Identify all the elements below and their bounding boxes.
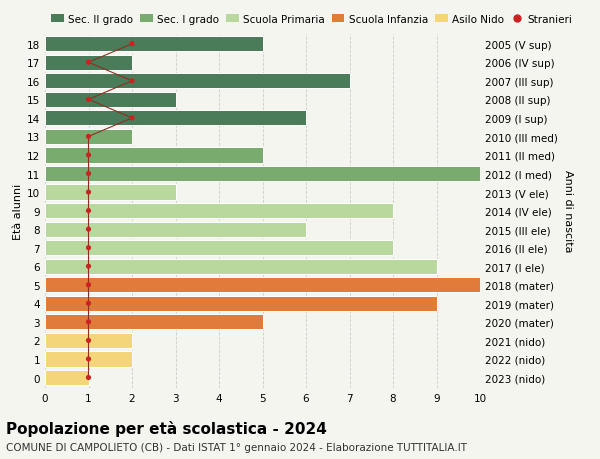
Point: [84, 189, 94, 196]
Bar: [45, 222, 306, 237]
Y-axis label: Anni di nascita: Anni di nascita: [563, 170, 573, 252]
Legend: Sec. II grado, Sec. I grado, Scuola Primaria, Scuola Infanzia, Asilo Nido, Stran: Sec. II grado, Sec. I grado, Scuola Prim…: [50, 14, 574, 26]
Point: [84, 281, 94, 289]
Bar: [45, 148, 263, 163]
Point: [84, 245, 94, 252]
Text: COMUNE DI CAMPOLIETO (CB) - Dati ISTAT 1° gennaio 2024 - Elaborazione TUTTITALIA: COMUNE DI CAMPOLIETO (CB) - Dati ISTAT 1…: [6, 442, 467, 452]
Point: [84, 356, 94, 363]
Point: [84, 170, 94, 178]
Point: [84, 374, 94, 381]
Point: [84, 207, 94, 215]
Bar: [45, 203, 393, 219]
Point: [127, 78, 137, 85]
Point: [84, 226, 94, 233]
Point: [84, 300, 94, 308]
Point: [84, 96, 94, 104]
Bar: [45, 185, 176, 200]
Bar: [45, 241, 393, 256]
Bar: [45, 278, 480, 293]
Bar: [45, 352, 132, 367]
Point: [127, 115, 137, 122]
Point: [84, 59, 94, 67]
Bar: [45, 167, 480, 182]
Y-axis label: Età alunni: Età alunni: [13, 183, 23, 239]
Point: [84, 263, 94, 270]
Bar: [45, 56, 132, 71]
Bar: [45, 259, 437, 274]
Bar: [45, 333, 132, 348]
Point: [84, 152, 94, 159]
Bar: [45, 74, 349, 89]
Bar: [45, 296, 437, 311]
Bar: [45, 93, 176, 108]
Bar: [45, 370, 89, 385]
Bar: [45, 129, 132, 145]
Point: [127, 41, 137, 48]
Bar: [45, 111, 306, 126]
Point: [84, 337, 94, 344]
Bar: [45, 37, 263, 52]
Point: [84, 134, 94, 141]
Text: Popolazione per età scolastica - 2024: Popolazione per età scolastica - 2024: [6, 420, 327, 436]
Point: [84, 319, 94, 326]
Bar: [45, 314, 263, 330]
